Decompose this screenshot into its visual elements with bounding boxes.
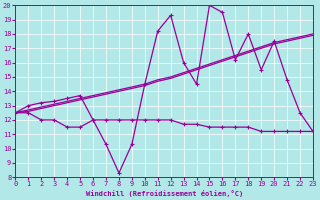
X-axis label: Windchill (Refroidissement éolien,°C): Windchill (Refroidissement éolien,°C): [85, 190, 243, 197]
